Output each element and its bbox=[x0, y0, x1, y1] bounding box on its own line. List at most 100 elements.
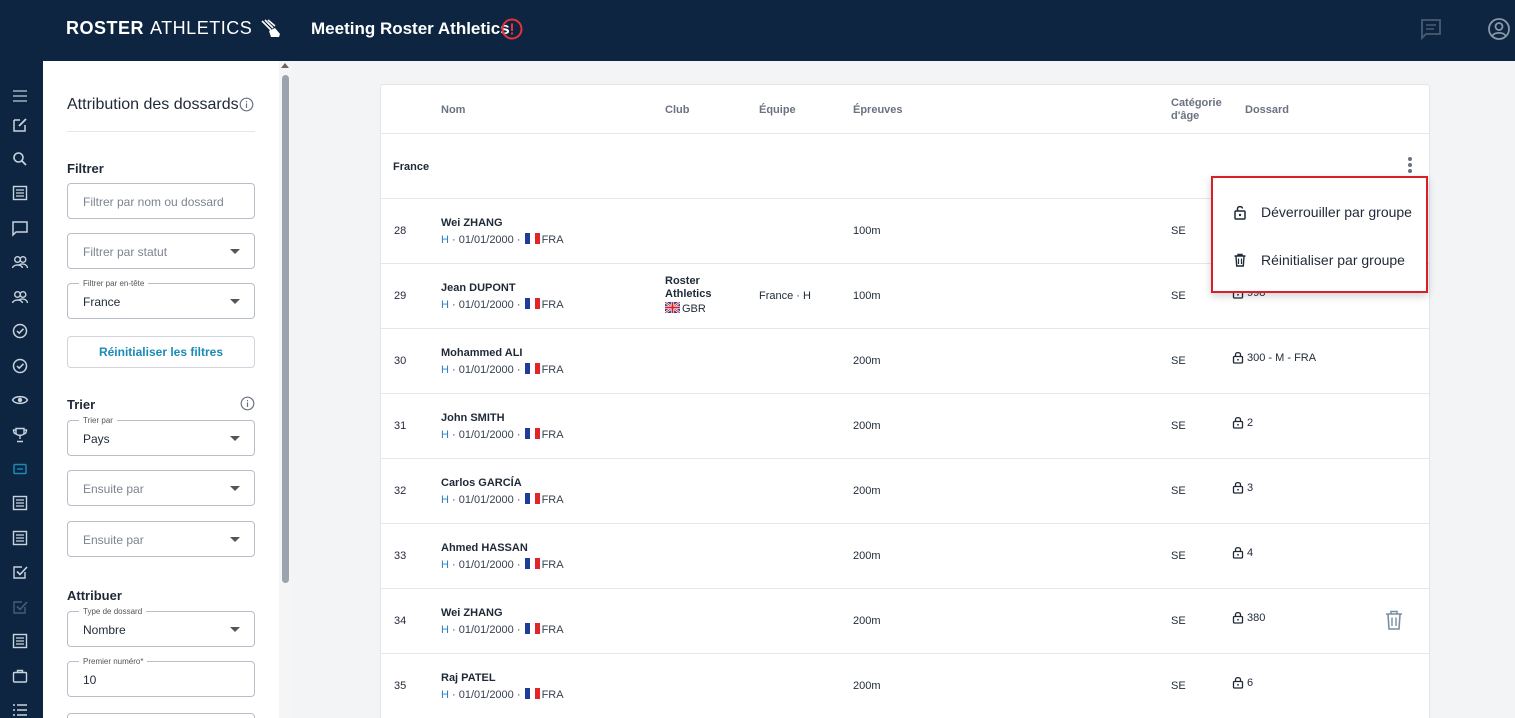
athlete-category: SE bbox=[1171, 615, 1186, 627]
reset-by-group-menu-item[interactable]: Réinitialiser par groupe bbox=[1213, 240, 1426, 280]
bib-type-select[interactable]: Type de dossard Nombre bbox=[67, 607, 255, 647]
table-row[interactable]: 33 Ahmed HASSAN H · 01/01/2000 · FRA 200m SE… bbox=[381, 524, 1429, 589]
eye-icon[interactable] bbox=[11, 391, 29, 409]
then-by-placeholder-1: Ensuite par bbox=[83, 482, 144, 496]
check-circle-icon[interactable] bbox=[11, 322, 29, 340]
lock-icon[interactable] bbox=[1232, 416, 1244, 429]
bib-value[interactable]: 3 bbox=[1247, 481, 1254, 494]
row-number: 28 bbox=[394, 225, 407, 237]
scroll-up-arrow[interactable] bbox=[281, 63, 289, 68]
lock-icon[interactable] bbox=[1232, 611, 1244, 624]
athlete-name[interactable]: Carlos GARCÍA bbox=[441, 477, 522, 489]
athlete-name[interactable]: Jean DUPONT bbox=[441, 282, 516, 294]
first-number-input[interactable]: Premier numéro* 10 bbox=[67, 657, 255, 697]
athlete-event: 200m bbox=[853, 485, 881, 497]
athlete-event: 200m bbox=[853, 615, 881, 627]
chat-icon[interactable] bbox=[1420, 18, 1442, 40]
meeting-title[interactable]: Meeting Roster Athletics bbox=[311, 19, 510, 38]
unlock-icon bbox=[1234, 205, 1246, 220]
athlete-name[interactable]: Wei ZHANG bbox=[441, 607, 503, 619]
people-icon[interactable] bbox=[11, 288, 29, 306]
table-row[interactable]: 35 Raj PATEL H · 01/01/2000 · FRA 200m SE 6 bbox=[381, 654, 1429, 718]
alert-icon[interactable] bbox=[501, 18, 523, 40]
chat-icon[interactable] bbox=[11, 219, 29, 237]
lock-icon[interactable] bbox=[1232, 351, 1244, 364]
header-filter-select[interactable]: Filtrer par en-tête France bbox=[67, 279, 255, 319]
table-row[interactable]: 32 Carlos GARCÍA H · 01/01/2000 · FRA 200m S… bbox=[381, 459, 1429, 524]
lock-icon[interactable] bbox=[1232, 676, 1244, 689]
table-row[interactable]: 31 John SMITH H · 01/01/2000 · FRA 200m SE 2 bbox=[381, 394, 1429, 459]
edit-icon[interactable] bbox=[11, 116, 29, 134]
info-icon[interactable] bbox=[240, 396, 255, 411]
group-more-options-icon[interactable] bbox=[1407, 157, 1413, 175]
column-header-category[interactable]: Catégorie d'âge bbox=[1171, 97, 1222, 123]
checkbox-icon[interactable] bbox=[11, 563, 29, 581]
column-header-club[interactable]: Club bbox=[665, 104, 690, 116]
sort-by-select[interactable]: Trier par Pays bbox=[67, 416, 255, 456]
athlete-name[interactable]: Wei ZHANG bbox=[441, 217, 503, 229]
unlock-by-group-menu-item[interactable]: Déverrouiller par groupe bbox=[1213, 192, 1426, 232]
athlete-dob: 01/01/2000 bbox=[458, 689, 514, 701]
next-field[interactable] bbox=[67, 713, 255, 718]
athlete-details: H · 01/01/2000 · FRA bbox=[441, 558, 564, 571]
athlete-gender: H bbox=[441, 624, 449, 636]
row-divider bbox=[381, 328, 1429, 329]
table-row[interactable]: 34 Wei ZHANG H · 01/01/2000 · FRA 200m SE 380 bbox=[381, 589, 1429, 654]
list-icon[interactable] bbox=[11, 494, 29, 512]
column-header-team[interactable]: Équipe bbox=[759, 104, 796, 116]
athlete-club: Roster Athletics GBR bbox=[665, 275, 711, 316]
status-filter-select[interactable]: Filtrer par statut bbox=[67, 233, 255, 269]
list-icon[interactable] bbox=[11, 529, 29, 547]
people-icon[interactable] bbox=[11, 253, 29, 271]
panel-title: Attribution des dossards bbox=[67, 96, 239, 113]
athlete-dob: 01/01/2000 bbox=[458, 624, 514, 636]
column-header-bib[interactable]: Dossard bbox=[1245, 104, 1290, 116]
list-icon[interactable] bbox=[11, 632, 29, 650]
reset-filters-button[interactable]: Réinitialiser les filtres bbox=[67, 336, 255, 368]
bib-value[interactable]: 6 bbox=[1247, 676, 1254, 689]
column-header-events[interactable]: Épreuves bbox=[853, 104, 903, 116]
lock-icon[interactable] bbox=[1232, 546, 1244, 559]
scrollbar-thumb[interactable] bbox=[282, 75, 289, 583]
athlete-name[interactable]: Ahmed HASSAN bbox=[441, 542, 528, 554]
group-divider bbox=[381, 198, 1429, 199]
panel-scrollbar[interactable] bbox=[279, 61, 292, 718]
bib-value[interactable]: 4 bbox=[1247, 546, 1254, 559]
search-icon[interactable] bbox=[11, 150, 29, 168]
athlete-country: FRA bbox=[541, 689, 564, 701]
athlete-name[interactable]: Raj PATEL bbox=[441, 672, 496, 684]
then-by-select-1[interactable]: Ensuite par bbox=[67, 470, 255, 506]
bib-value[interactable]: 2 bbox=[1247, 416, 1254, 429]
list-bullets-icon[interactable] bbox=[11, 701, 29, 718]
athlete-event: 100m bbox=[853, 225, 881, 237]
gbr-flag-icon bbox=[665, 302, 680, 313]
app-logo[interactable]: ROSTER ATHLETICS bbox=[66, 18, 282, 39]
trophy-icon[interactable] bbox=[11, 426, 29, 444]
double-check-icon[interactable] bbox=[11, 598, 29, 616]
bib-value[interactable]: 300 - M - FRA bbox=[1247, 351, 1317, 364]
then-by-select-2[interactable]: Ensuite par bbox=[67, 521, 255, 557]
trash-icon[interactable] bbox=[1384, 609, 1404, 631]
table-row[interactable]: 28 Wei ZHANG H · 01/01/2000 · FRA 100m SE bbox=[381, 199, 1429, 264]
search-input[interactable]: Filtrer par nom ou dossard bbox=[67, 183, 255, 219]
table-row[interactable]: 30 Mohammed ALI H · 01/01/2000 · FRA 200m SE… bbox=[381, 329, 1429, 394]
athlete-details: H · 01/01/2000 · FRA bbox=[441, 688, 564, 701]
info-icon[interactable] bbox=[239, 97, 254, 112]
lock-icon[interactable] bbox=[1232, 481, 1244, 494]
account-icon[interactable] bbox=[1487, 17, 1511, 41]
list-icon[interactable] bbox=[11, 184, 29, 202]
column-header-name[interactable]: Nom bbox=[441, 104, 466, 116]
chevron-down-icon bbox=[230, 486, 240, 491]
bib-icon[interactable] bbox=[11, 460, 29, 478]
filter-section-label: Filtrer bbox=[67, 161, 104, 176]
athlete-name[interactable]: Mohammed ALI bbox=[441, 347, 523, 359]
logo-light-text: ATHLETICS bbox=[150, 18, 253, 38]
bib-value[interactable]: 380 bbox=[1247, 611, 1266, 624]
fra-flag-icon bbox=[524, 558, 540, 569]
bib-cell: 2 bbox=[1232, 416, 1253, 429]
check-circle-icon[interactable] bbox=[11, 357, 29, 375]
athlete-name[interactable]: John SMITH bbox=[441, 412, 505, 424]
table-row[interactable]: 29 Jean DUPONT H · 01/01/2000 · FRA Roster A… bbox=[381, 264, 1429, 329]
menu-icon[interactable] bbox=[11, 87, 29, 105]
briefcase-icon[interactable] bbox=[11, 667, 29, 685]
